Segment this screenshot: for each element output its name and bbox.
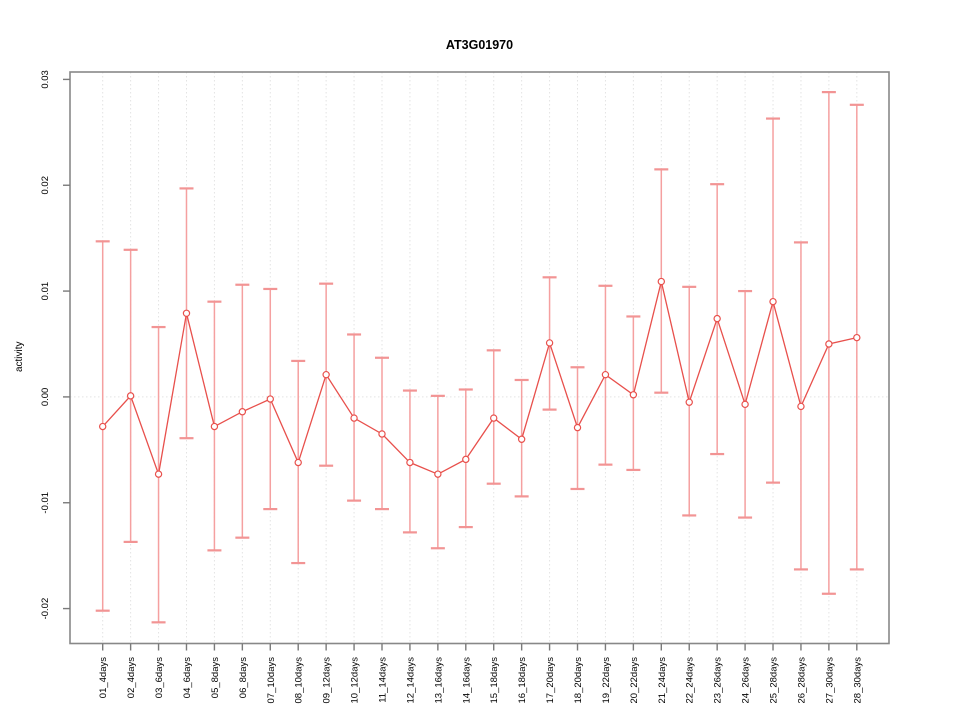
data-series-layer xyxy=(98,277,861,478)
data-point-marker xyxy=(797,402,805,411)
axes-layer: 0.03 0.02 0.01 0.00 -0.01 -0.02 01_4days 02_4da… xyxy=(40,70,890,704)
data-point-marker xyxy=(545,339,554,347)
x-tick-label: 12_14days xyxy=(405,657,416,704)
y-tick-label: 0.00 xyxy=(40,388,51,407)
data-point-marker xyxy=(126,392,135,400)
x-tick-label: 18_20days xyxy=(573,657,584,704)
data-point-marker xyxy=(294,458,302,467)
x-tick-label: 23_26days xyxy=(713,657,724,704)
x-tick-label: 04_6days xyxy=(182,657,193,698)
x-tick-label: 01_4days xyxy=(98,657,109,698)
y-tick-label: 0.02 xyxy=(40,176,51,195)
x-tick-label: 20_22days xyxy=(629,657,640,704)
data-point-marker xyxy=(154,470,163,478)
data-point-marker xyxy=(769,297,777,306)
x-tick-label: 26_28days xyxy=(796,657,807,704)
chart-title: AT3G01970 xyxy=(446,38,513,52)
data-point-marker xyxy=(210,422,219,431)
x-tick-label: 09_12days xyxy=(322,657,333,704)
x-tick-label: 27_30days xyxy=(824,657,835,704)
data-point-marker xyxy=(685,398,693,406)
x-tick-label: 10_12days xyxy=(350,657,361,704)
data-point-marker xyxy=(462,455,470,464)
y-tick-label: -0.01 xyxy=(40,492,51,514)
data-point-marker xyxy=(378,430,386,438)
grid-layer xyxy=(70,72,889,644)
x-tick-label: 05_8days xyxy=(210,657,221,698)
x-tick-label: 22_24days xyxy=(685,657,696,704)
x-tick-label: 06_8days xyxy=(238,657,249,698)
error-bars-layer xyxy=(95,91,864,624)
x-tick-label: 02_4days xyxy=(126,657,137,698)
x-tick-label: 08_10days xyxy=(294,657,305,704)
data-point-marker xyxy=(182,309,191,317)
data-point-marker xyxy=(741,400,749,409)
data-point-marker xyxy=(238,408,247,416)
x-tick-label: 07_10days xyxy=(266,657,277,704)
x-tick-label: 21_24days xyxy=(657,657,668,704)
data-point-marker xyxy=(713,314,721,323)
data-point-marker xyxy=(853,333,861,342)
y-axis-label: activity xyxy=(14,341,25,372)
data-point-marker xyxy=(98,422,107,431)
x-tick-label: 24_26days xyxy=(741,657,752,704)
data-point-marker xyxy=(517,435,526,443)
x-tick-label: 17_20days xyxy=(545,657,556,704)
x-tick-label: 13_16days xyxy=(433,657,444,704)
data-point-marker xyxy=(322,370,330,379)
y-tick-label: -0.02 xyxy=(40,598,51,620)
x-tick-label: 03_6days xyxy=(154,657,165,698)
data-point-marker xyxy=(601,370,610,379)
x-tick-label: 28_30days xyxy=(852,657,863,704)
data-point-marker xyxy=(657,277,666,286)
x-tick-label: 25_28days xyxy=(769,657,780,704)
data-point-marker xyxy=(434,470,442,478)
y-tick-label: 0.01 xyxy=(40,282,51,301)
series-line xyxy=(102,281,857,477)
plot-box xyxy=(69,71,890,645)
data-point-marker xyxy=(266,395,274,403)
data-point-marker xyxy=(490,414,498,422)
data-point-marker xyxy=(406,458,414,467)
x-tick-label: 15_18days xyxy=(489,657,500,704)
data-point-marker xyxy=(825,340,833,348)
x-tick-label: 11_14days xyxy=(378,657,389,703)
data-point-marker xyxy=(350,414,358,422)
x-tick-label: 19_22days xyxy=(601,657,612,704)
x-tick-label: 16_18days xyxy=(517,657,528,704)
data-point-marker xyxy=(629,391,638,399)
x-tick-label: 14_16days xyxy=(461,657,472,704)
data-point-marker xyxy=(573,423,582,432)
y-tick-label: 0.03 xyxy=(40,70,51,89)
